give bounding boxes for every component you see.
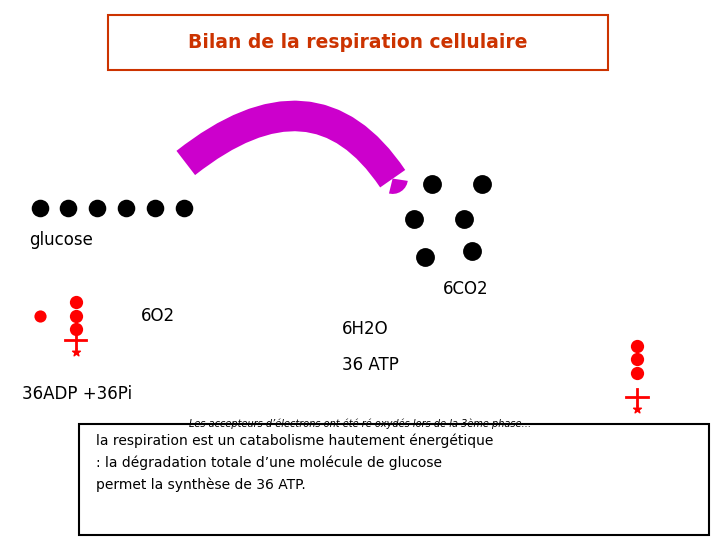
Text: 36ADP +36Pi: 36ADP +36Pi (22, 385, 132, 403)
Text: 6CO2: 6CO2 (443, 280, 488, 298)
Point (149, 204, 161, 212)
Point (477, 179, 488, 188)
Point (70, 312, 81, 320)
FancyBboxPatch shape (79, 424, 709, 535)
Text: 6H2O: 6H2O (342, 320, 389, 339)
Text: 36 ATP: 36 ATP (342, 355, 399, 374)
Point (34, 312, 45, 320)
Point (70, 298, 81, 307)
Point (419, 252, 431, 261)
Point (631, 341, 643, 350)
Text: la respiration est un catabolisme hautement énergétique
: la dégradation totale : la respiration est un catabolisme hautem… (96, 433, 493, 491)
Point (70, 325, 81, 334)
Point (91, 204, 103, 212)
Point (426, 179, 438, 188)
Point (34, 204, 45, 212)
FancyArrowPatch shape (186, 116, 392, 179)
Point (631, 404, 643, 413)
Point (631, 368, 643, 377)
Point (70, 348, 81, 356)
Text: Les accepteurs d’électrons ont été ré oxydés lors de la 3ème phase…: Les accepteurs d’électrons ont été ré ox… (189, 418, 531, 429)
Point (631, 355, 643, 363)
Point (120, 204, 132, 212)
Point (408, 214, 420, 223)
Point (63, 204, 74, 212)
Text: glucose: glucose (29, 231, 93, 249)
FancyBboxPatch shape (108, 15, 608, 70)
Text: 6O2: 6O2 (140, 307, 174, 325)
Point (459, 214, 470, 223)
Text: Bilan de la respiration cellulaire: Bilan de la respiration cellulaire (188, 33, 528, 52)
Point (466, 247, 477, 255)
Point (178, 204, 189, 212)
